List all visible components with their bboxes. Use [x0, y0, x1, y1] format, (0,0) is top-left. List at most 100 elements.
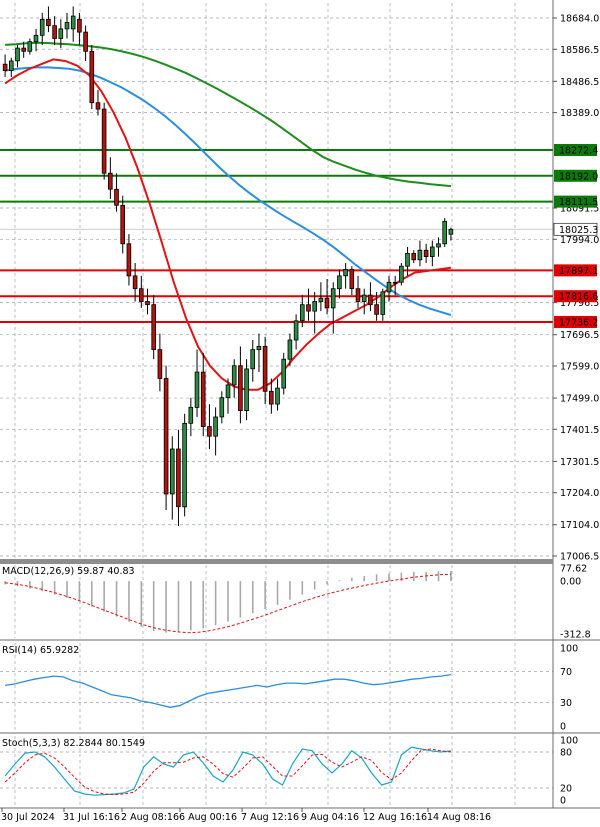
candle-body — [238, 365, 243, 412]
price-tick-label: 17301.5 — [560, 457, 599, 468]
candle-body — [52, 25, 57, 39]
candle-body — [448, 228, 454, 235]
candle-body — [343, 268, 348, 277]
price-tick-label: 18389.0 — [560, 108, 599, 119]
candle-body — [312, 301, 317, 312]
candle-body — [256, 345, 262, 350]
candlesticks — [2, 6, 454, 527]
candle-body — [120, 204, 126, 245]
level-price-label: 18192.0 — [559, 171, 598, 182]
price-tick-label: 17006.5 — [560, 552, 599, 563]
candle-body — [429, 246, 435, 258]
candle-body — [324, 297, 330, 309]
candle-body — [405, 252, 410, 267]
time-axis: 30 Jul 2024 31 Jul 16:16 2 Aug 08:16 6 Aug … — [1, 808, 491, 823]
candle-body — [200, 371, 206, 428]
candle-body — [374, 304, 379, 315]
level-price-label: 17816.6 — [559, 292, 598, 303]
candle-body — [46, 18, 51, 27]
candle-body — [21, 47, 26, 52]
candle-body — [306, 304, 311, 312]
candle-body — [213, 416, 218, 437]
candle-body — [83, 31, 88, 52]
moving-average-line — [4, 66, 452, 316]
price-tick-label: 18486.5 — [560, 77, 599, 88]
candle-body — [399, 265, 404, 283]
stoch-tick-label: 0 — [560, 796, 566, 807]
candle-body — [89, 51, 95, 104]
level-price-box — [554, 169, 597, 182]
candle-body — [70, 15, 76, 30]
candle-body — [250, 349, 256, 370]
candle-body — [386, 281, 392, 293]
stoch-label: Stoch(5,3,3) 82.2844 80.1549 — [2, 738, 145, 749]
level-price-box — [554, 290, 597, 303]
candle-body — [8, 60, 14, 72]
support-resistance-lines — [0, 149, 553, 323]
candle-body — [281, 358, 286, 389]
level-price-label: 17897.1 — [559, 266, 598, 277]
price-tick-label: 17599.0 — [560, 361, 599, 372]
time-tick-label: 9 Aug 04:16 — [301, 812, 359, 823]
candle-body — [207, 426, 212, 437]
candle-body — [337, 275, 342, 290]
time-tick-label: 31 Jul 16:16 — [63, 812, 120, 823]
candle-body — [58, 28, 64, 39]
price-tick-label: 17104.0 — [560, 520, 599, 531]
panel-divider — [0, 559, 553, 564]
candle-body — [275, 387, 280, 405]
time-tick-label: 30 Jul 2024 — [1, 812, 55, 823]
moving-average-line — [5, 41, 451, 188]
candle-body — [299, 304, 305, 322]
candle-body — [77, 18, 82, 33]
candle-body — [188, 406, 194, 424]
time-tick-label: 7 Aug 12:16 — [241, 812, 299, 823]
level-price-box — [554, 315, 597, 328]
stoch-tick-label: 100 — [560, 736, 578, 747]
stoch-tick-label: 20 — [560, 784, 572, 795]
candle-body — [330, 288, 336, 309]
stoch-k-line — [4, 746, 451, 796]
current-price-box — [553, 222, 598, 236]
candle-body — [64, 22, 70, 30]
candle-body — [95, 102, 101, 110]
candle-body — [411, 252, 416, 261]
time-tick-label: 6 Aug 00:16 — [179, 812, 237, 823]
candle-body — [27, 41, 33, 52]
price-tick-label: 17696.5 — [560, 330, 599, 341]
price-tick-label: 18586.5 — [560, 45, 599, 56]
candle-body — [368, 294, 373, 306]
candle-body — [225, 384, 231, 399]
rsi-tick-label: 30 — [560, 698, 572, 709]
candle-body — [15, 47, 20, 62]
candle-body — [423, 249, 429, 257]
stoch-d-line — [4, 748, 451, 796]
level-price-label: 18111.5 — [559, 197, 598, 208]
stoch-tick-label: 80 — [560, 748, 572, 759]
rsi-label: RSI(14) 65.9282 — [2, 645, 79, 656]
time-tick-label: 2 Aug 08:16 — [121, 812, 179, 823]
candle-body — [132, 275, 138, 290]
candle-body — [442, 220, 447, 245]
level-price-label: 18272.4 — [559, 146, 598, 157]
candle-body — [380, 291, 386, 315]
candle-body — [101, 108, 107, 174]
candle-body — [318, 297, 324, 302]
candle-body — [126, 243, 132, 277]
rsi-line — [5, 673, 451, 708]
time-tick-label: 14 Aug 08:16 — [427, 812, 491, 823]
candle-body — [287, 339, 293, 360]
candle-body — [33, 34, 39, 43]
candle-body — [436, 243, 441, 248]
candle-body — [151, 304, 157, 351]
level-price-box — [554, 195, 597, 208]
rsi-tick-label: 100 — [560, 644, 578, 655]
price-tick-label: 17796.5 — [560, 298, 599, 309]
price-axis: 18684.0 18586.5 18486.5 18389.0 18091.5 17994… — [553, 14, 599, 563]
candle-body — [182, 422, 187, 508]
candle-body — [268, 390, 274, 405]
candle-body — [417, 249, 423, 261]
candle-body — [349, 268, 355, 289]
